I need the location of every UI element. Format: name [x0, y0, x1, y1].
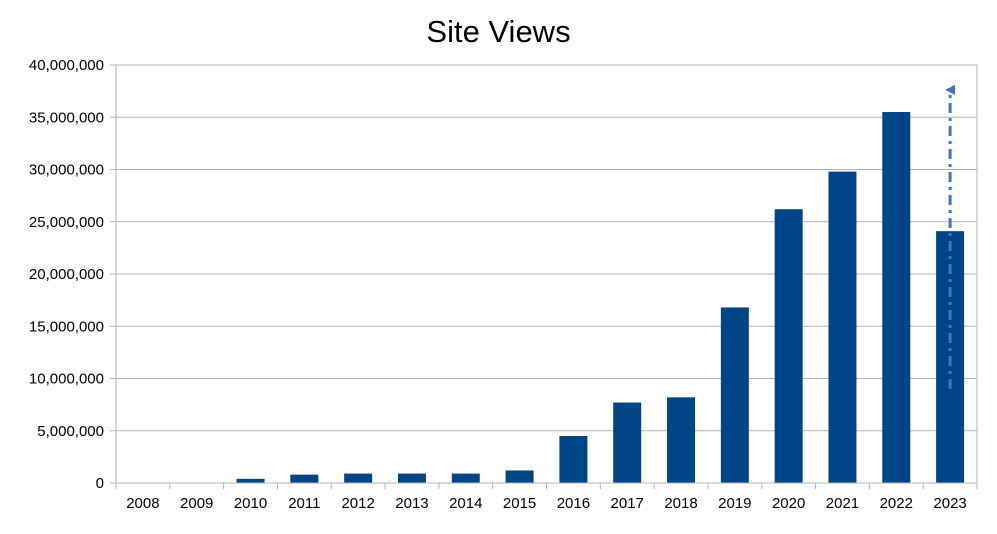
bar-2018	[667, 397, 696, 483]
x-tick-label: 2011	[288, 495, 320, 512]
x-tick-label: 2016	[557, 495, 590, 512]
chart-title: Site Views	[426, 14, 571, 49]
x-tick-label: 2015	[503, 495, 536, 512]
y-tick-label: 30,000,000	[29, 162, 104, 179]
x-tick-label: 2023	[933, 495, 966, 512]
bar-2015	[505, 470, 534, 483]
x-tick-label: 2014	[449, 495, 482, 512]
bar-2021	[828, 171, 857, 483]
bar-2020	[774, 209, 803, 483]
x-tick-label: 2008	[126, 495, 159, 512]
y-tick-label: 20,000,000	[29, 266, 104, 283]
y-tick-label: 10,000,000	[29, 371, 104, 388]
bar-2013	[397, 473, 426, 483]
bar-2010	[236, 478, 265, 483]
x-tick-label: 2013	[395, 495, 428, 512]
x-tick-label: 2009	[180, 495, 213, 512]
gridlines	[116, 64, 977, 432]
tick-labels: 0 5,000,000 10,000,000 15,000,000 20,000,000…	[29, 57, 967, 512]
x-tick-label: 2012	[341, 495, 374, 512]
bar-2019	[720, 307, 749, 483]
x-tick-label: 2018	[664, 495, 697, 512]
y-tick-label: 25,000,000	[29, 214, 104, 231]
bar-2016	[559, 435, 588, 483]
axes	[110, 64, 978, 489]
x-tick-label: 2022	[880, 495, 913, 512]
x-tick-label: 2021	[826, 495, 859, 512]
x-tick-label: 2017	[611, 495, 644, 512]
bar-2011	[290, 474, 319, 483]
y-tick-label: 40,000,000	[29, 57, 104, 74]
x-tick-label: 2010	[234, 495, 267, 512]
x-tick-label: 2019	[718, 495, 751, 512]
y-tick-label: 35,000,000	[29, 109, 104, 126]
bar-2017	[613, 402, 642, 483]
y-tick-label: 15,000,000	[29, 318, 104, 335]
bar-2022	[882, 112, 911, 484]
bar-2014	[451, 473, 480, 483]
bar-2012	[344, 473, 373, 483]
x-tick-label: 2020	[772, 495, 805, 512]
y-tick-label: 0	[96, 475, 104, 492]
bars	[236, 112, 965, 484]
y-tick-label: 5,000,000	[37, 423, 104, 440]
